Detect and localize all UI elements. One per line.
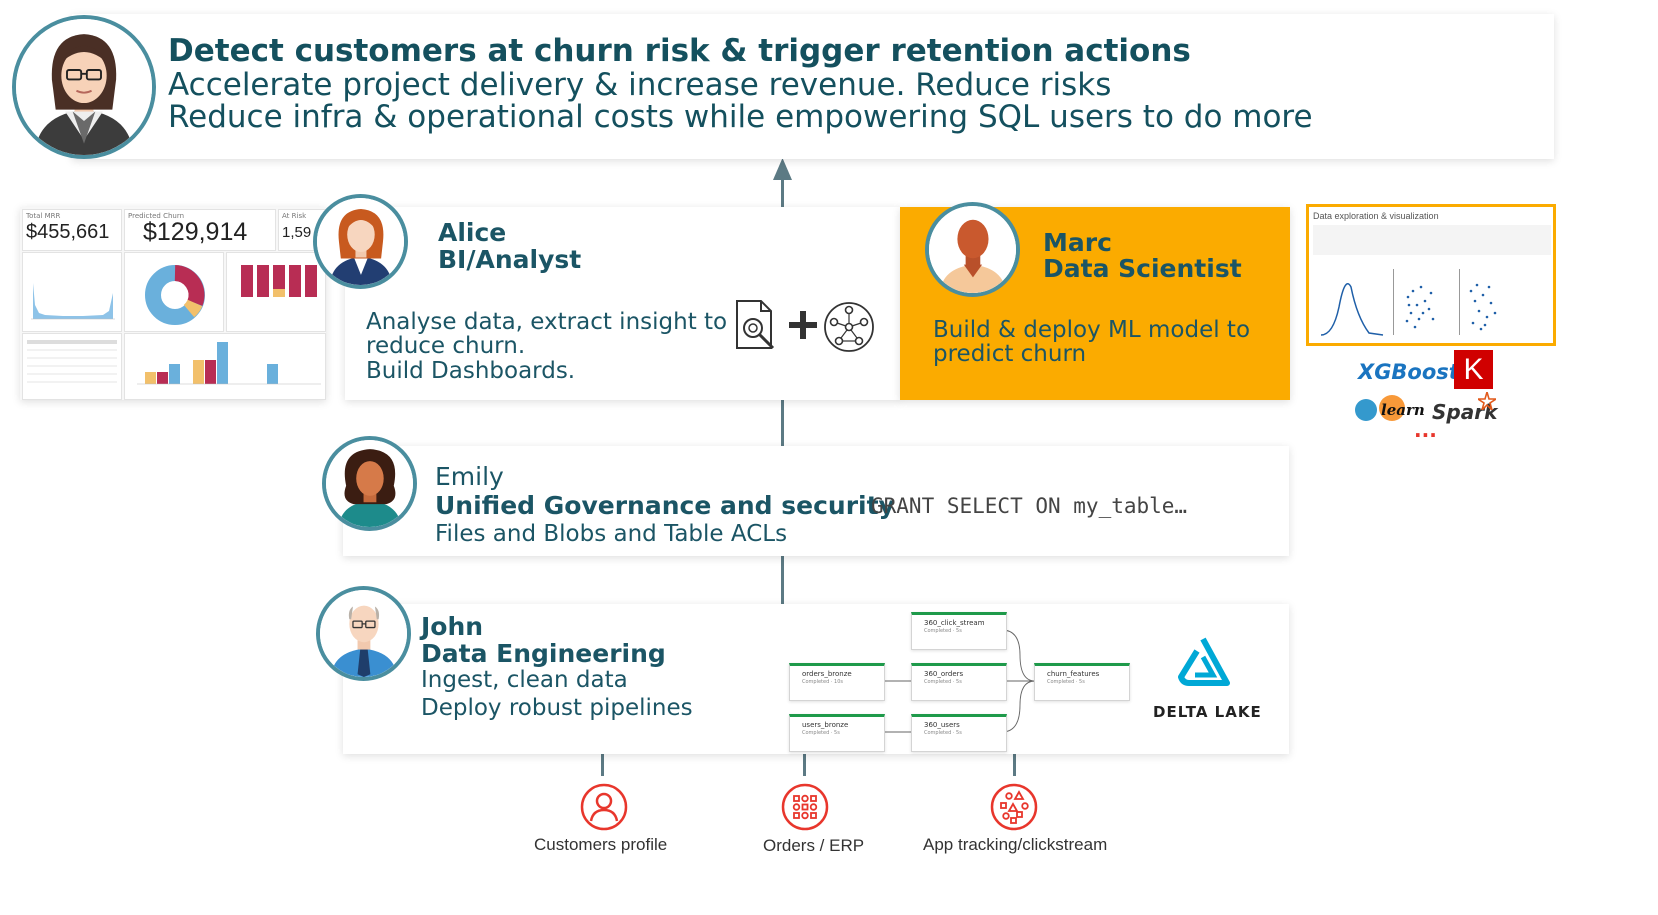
source-orders-label: Orders / ERP (763, 836, 865, 855)
table-panel (22, 333, 122, 400)
clickstream-icon (990, 783, 1038, 831)
john-role: Data Engineering (421, 639, 666, 668)
connector-emily-john (781, 556, 784, 604)
john-desc-2: Deploy robust pipelines (421, 695, 693, 721)
emily-desc: Files and Blobs and Table ACLs (435, 521, 788, 547)
pipeline-node-label: orders_bronze (802, 670, 852, 678)
marc-desc-2: predict churn (933, 341, 1087, 367)
pipeline-node-label: churn_features (1047, 670, 1100, 678)
bar-chart-panel (124, 333, 326, 400)
keras-logo: K (1454, 350, 1493, 389)
john-name: John (421, 612, 484, 641)
pipeline-node-churn-features[interactable]: churn_features Completed · 5s (1034, 663, 1130, 701)
grant-sql-snippet: GRANT SELECT ON my_table… (871, 494, 1188, 518)
spark-logo: Spark (1432, 400, 1498, 424)
marc-role: Data Scientist (1043, 254, 1242, 283)
document-search-icon (736, 300, 775, 350)
alice-role: BI/Analyst (438, 245, 582, 274)
emily-name: Emily (435, 462, 504, 491)
alice-desc-3: Build Dashboards. (366, 358, 576, 384)
connector-top (781, 175, 784, 207)
kpi-value-2: $129,914 (143, 218, 248, 246)
pipeline-node-label: 360_click_stream (924, 619, 985, 627)
connector-alice-emily (781, 400, 784, 446)
kpi-card-2: Predicted Churn $129,914 (124, 209, 276, 251)
pipeline-node-360-orders[interactable]: 360_orders Completed · 5s (911, 663, 1007, 701)
pipeline-node-orders-bronze[interactable]: orders_bronze Completed · 10s (789, 663, 885, 701)
alice-avatar (313, 194, 408, 289)
kpi-value-1: $455,661 (26, 221, 110, 243)
source-app-label: App tracking/clickstream (923, 835, 1108, 854)
xgboost-logo: XGBoost (1358, 360, 1459, 384)
emily-role: Unified Governance and security (435, 491, 895, 520)
pipeline-node-label: 360_users (924, 721, 960, 729)
pipeline-node-label: users_bronze (802, 721, 849, 729)
scikit-learn-logo (1355, 395, 1405, 421)
notebook-title: Data exploration & visualization (1313, 211, 1439, 221)
source-customers-label: Customers profile (534, 835, 668, 854)
alice-desc-1: Analyse data, extract insight to (366, 309, 728, 335)
connector-src-app (1013, 754, 1016, 776)
header-line-3: Reduce infra & operational costs while e… (168, 99, 1313, 135)
notebook-thumbnail: Data exploration & visualization (1306, 204, 1556, 346)
orders-erp-icon (781, 783, 829, 831)
marc-name: Marc (1043, 228, 1112, 257)
executive-avatar (12, 15, 156, 159)
john-avatar (316, 586, 411, 681)
pipeline-node-360-click-stream[interactable]: 360_click_stream Completed · 5s (911, 612, 1007, 650)
histogram-panel (22, 252, 122, 332)
customer-profile-icon (580, 783, 628, 831)
spark-star-icon (1478, 392, 1496, 410)
pipeline-node-label: 360_orders (924, 670, 964, 678)
john-desc-1: Ingest, clean data (421, 667, 628, 693)
plus-icon (789, 311, 817, 339)
stacked-bars-panel (226, 252, 326, 332)
arrow-up-icon (773, 158, 792, 180)
header-line-2: Accelerate project delivery & increase r… (168, 67, 1112, 103)
kpi-card-1: Total MRR $455,661 (22, 209, 122, 251)
header-title: Detect customers at churn risk & trigger… (168, 33, 1191, 69)
marc-desc-1: Build & deploy ML model to (933, 317, 1251, 343)
donut-panel (124, 252, 224, 332)
kpi-value-3: 1,59 (282, 224, 312, 241)
emily-panel (343, 446, 1289, 556)
alice-desc-2: reduce churn. (366, 333, 526, 359)
delta-lake-icon (1178, 637, 1230, 686)
alice-panel (345, 207, 901, 400)
connector-src-customers (601, 754, 604, 776)
emily-avatar (322, 436, 417, 531)
header-banner (72, 14, 1554, 159)
more-libs-ellipsis: ... (1414, 418, 1437, 442)
bi-dashboard-thumbnail: Total MRR $455,661 Predicted Churn $129,… (20, 207, 326, 400)
marc-avatar (925, 202, 1020, 297)
connector-src-orders (803, 754, 806, 776)
delta-lake-label: DELTA LAKE (1153, 703, 1262, 721)
network-icon (824, 302, 874, 352)
pipeline-edges (880, 629, 1036, 733)
pipeline-node-users-bronze[interactable]: users_bronze Completed · 5s (789, 714, 885, 752)
scikit-learn-label: learn (1381, 401, 1425, 419)
alice-name: Alice (438, 218, 507, 247)
pipeline-node-360-users[interactable]: 360_users Completed · 5s (911, 714, 1007, 752)
